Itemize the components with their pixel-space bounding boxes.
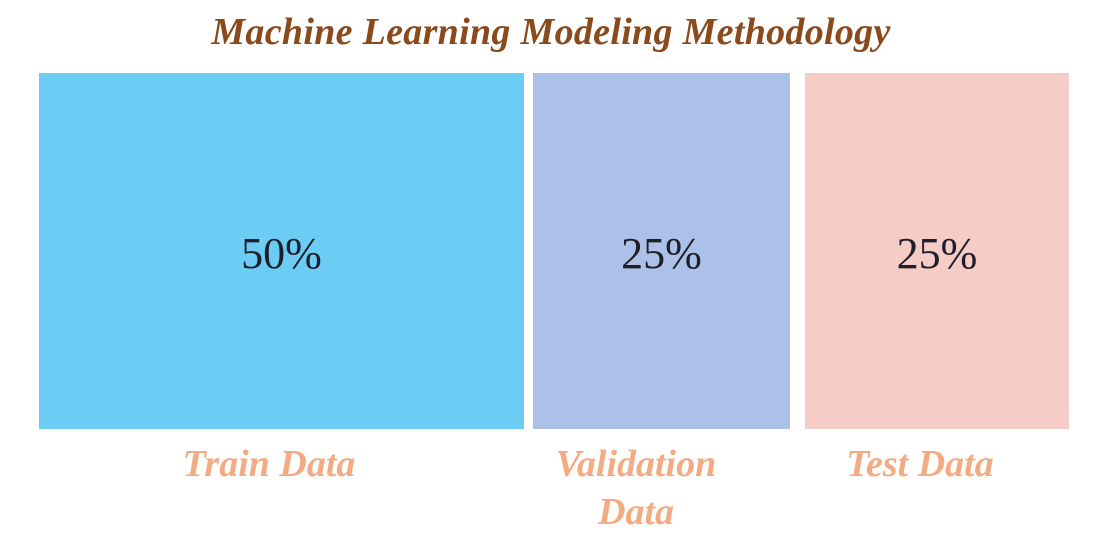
diagram-title: Machine Learning Modeling Methodology (211, 11, 891, 53)
validation-data-block: 25% (533, 73, 790, 429)
train-label-line-1: Train Data (182, 443, 356, 485)
test-data-block: 25% (805, 73, 1069, 429)
train-percent: 50% (241, 228, 322, 278)
validation-label-line-2: Data (598, 491, 674, 533)
validation-label-line-1: Validation (555, 443, 717, 485)
validation-data-label: Validation Data (520, 440, 752, 536)
test-percent: 25% (896, 228, 978, 278)
test-label-line-1: Test Data (846, 443, 994, 485)
train-data-block: 50% (39, 73, 524, 429)
validation-percent: 25% (621, 228, 702, 278)
test-data-label: Test Data (805, 440, 1035, 488)
train-data-label: Train Data (39, 440, 499, 488)
